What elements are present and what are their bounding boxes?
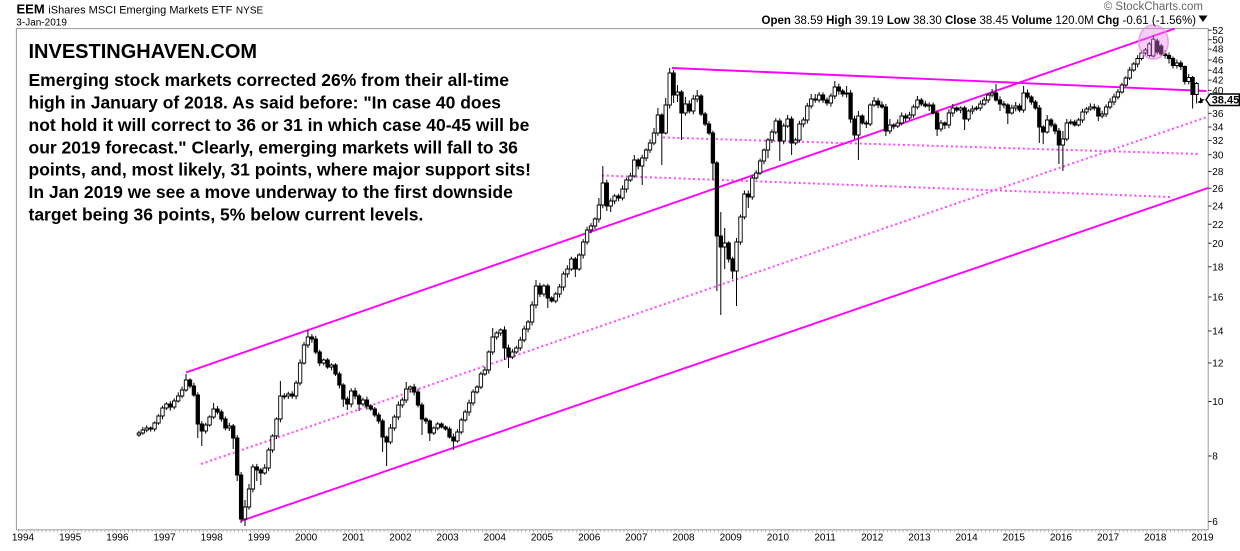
svg-text:2013: 2013: [908, 532, 931, 543]
svg-text:2006: 2006: [578, 532, 601, 543]
svg-text:target being 36 points, 5% bel: target being 36 points, 5% below current…: [29, 205, 424, 225]
svg-text:2011: 2011: [814, 532, 836, 543]
svg-text:48: 48: [1212, 45, 1224, 56]
svg-text:12: 12: [1212, 359, 1224, 370]
svg-text:2010: 2010: [767, 532, 790, 543]
svg-text:2019: 2019: [1191, 532, 1214, 543]
svg-text:42: 42: [1212, 76, 1224, 87]
svg-text:2002: 2002: [389, 532, 412, 543]
svg-text:2009: 2009: [720, 532, 743, 543]
svg-text:1995: 1995: [59, 532, 82, 543]
svg-text:44: 44: [1212, 66, 1224, 77]
svg-text:2005: 2005: [531, 532, 554, 543]
svg-text:26: 26: [1212, 184, 1224, 195]
svg-text:2003: 2003: [436, 532, 459, 543]
svg-text:Emerging stock markets correct: Emerging stock markets corrected 26% fro…: [29, 70, 510, 90]
svg-text:2017: 2017: [1097, 532, 1120, 543]
svg-text:2007: 2007: [625, 532, 648, 543]
svg-text:points, and, most likely, 31 p: points, and, most likely, 31 points, whe…: [29, 160, 531, 180]
svg-text:32: 32: [1212, 136, 1224, 147]
svg-text:30: 30: [1212, 150, 1224, 161]
svg-text:2014: 2014: [955, 532, 978, 543]
svg-text:28: 28: [1212, 167, 1224, 178]
svg-text:1999: 1999: [248, 532, 271, 543]
svg-text:not hold it will correct to 36: not hold it will correct to 36 or 31 in …: [29, 115, 530, 135]
svg-text:2001: 2001: [342, 532, 365, 543]
svg-text:14: 14: [1212, 327, 1224, 338]
svg-text:10: 10: [1212, 397, 1224, 408]
svg-text:Open 38.59 High 39.19 Low 38.3: Open 38.59 High 39.19 Low 38.30 Close 38…: [762, 15, 1197, 27]
svg-text:40: 40: [1212, 86, 1224, 97]
svg-text:In Jan 2019 we see a move unde: In Jan 2019 we see a move underway to th…: [29, 182, 514, 202]
svg-text:INVESTINGHAVEN.COM: INVESTINGHAVEN.COM: [29, 41, 258, 63]
svg-text:2015: 2015: [1003, 532, 1026, 543]
svg-text:1997: 1997: [153, 532, 176, 543]
svg-text:2016: 2016: [1050, 532, 1073, 543]
svg-text:34: 34: [1212, 123, 1224, 134]
svg-text:36: 36: [1212, 109, 1224, 120]
svg-text:2004: 2004: [484, 532, 507, 543]
svg-text:EEM iShares MSCI Emerging Mark: EEM iShares MSCI Emerging Markets ETF NY…: [17, 2, 264, 17]
svg-text:20: 20: [1212, 239, 1224, 250]
svg-text:© StockCharts.com: © StockCharts.com: [1104, 1, 1203, 13]
svg-text:1996: 1996: [106, 532, 129, 543]
svg-text:2008: 2008: [672, 532, 695, 543]
svg-text:high in January of 2018. As sa: high in January of 2018. As said before:…: [29, 93, 502, 113]
svg-text:18: 18: [1212, 262, 1224, 273]
svg-text:our 2019 forecast." Clearly, e: our 2019 forecast." Clearly, emerging ma…: [29, 137, 519, 157]
svg-text:1994: 1994: [12, 532, 35, 543]
svg-text:22: 22: [1212, 220, 1224, 231]
svg-text:1998: 1998: [201, 532, 224, 543]
svg-text:6: 6: [1212, 517, 1218, 528]
svg-text:2012: 2012: [861, 532, 884, 543]
svg-text:2018: 2018: [1144, 532, 1167, 543]
svg-text:52: 52: [1212, 26, 1224, 37]
svg-text:50: 50: [1212, 35, 1224, 46]
svg-text:38.45: 38.45: [1212, 95, 1240, 107]
svg-text:8: 8: [1212, 452, 1218, 463]
svg-text:16: 16: [1212, 293, 1224, 304]
svg-text:3-Jan-2019: 3-Jan-2019: [16, 17, 67, 28]
svg-text:2000: 2000: [295, 532, 318, 543]
svg-text:46: 46: [1212, 56, 1224, 67]
svg-text:24: 24: [1212, 202, 1224, 213]
